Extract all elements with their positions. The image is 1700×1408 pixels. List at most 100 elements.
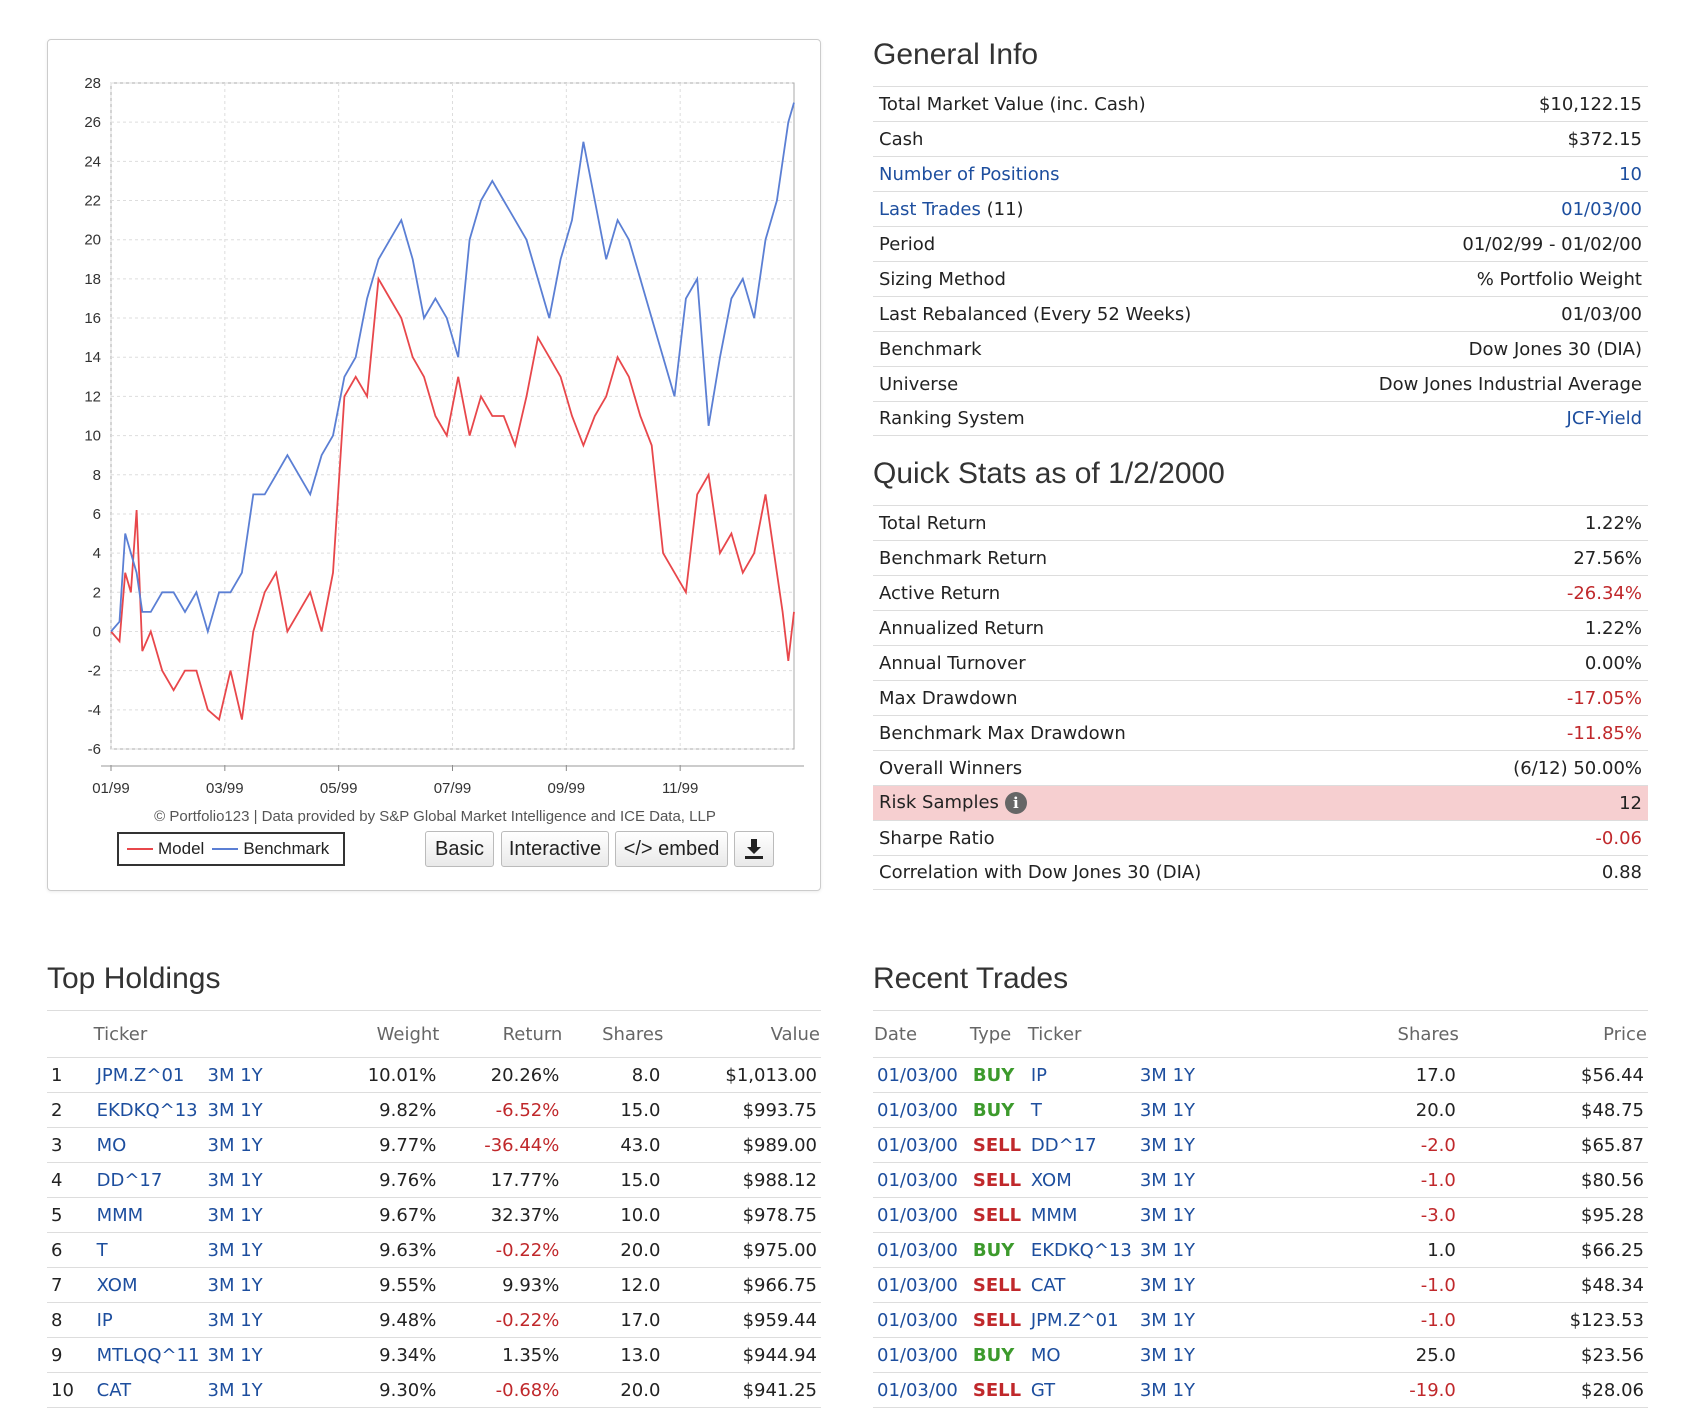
trades-header-ticker[interactable]: Ticker: [1026, 1010, 1136, 1058]
3m-link[interactable]: 3M: [1139, 1274, 1167, 1296]
ticker-link[interactable]: GT: [1026, 1372, 1136, 1408]
ticker-link[interactable]: XOM: [1026, 1162, 1136, 1198]
trade-date-link[interactable]: 01/03/00: [873, 1057, 969, 1093]
1y-link[interactable]: 1Y: [1172, 1099, 1196, 1121]
embed-button[interactable]: </> embed: [615, 831, 728, 867]
ticker-link[interactable]: MMM: [1026, 1197, 1136, 1233]
holdings-header-weight[interactable]: Weight: [272, 1010, 441, 1058]
interactive-button[interactable]: Interactive: [501, 831, 609, 867]
stat-label-wrap: Period: [879, 234, 935, 255]
1y-link[interactable]: 1Y: [1172, 1204, 1196, 1226]
1y-link[interactable]: 1Y: [1172, 1379, 1196, 1401]
3m-link[interactable]: 3M: [1139, 1099, 1167, 1121]
ticker-link[interactable]: IP: [1026, 1057, 1136, 1093]
1y-link[interactable]: 1Y: [1172, 1239, 1196, 1261]
ticker-link[interactable]: T: [1026, 1092, 1136, 1128]
stat-label: Annualized Return: [879, 617, 1044, 639]
ticker-link[interactable]: IP: [92, 1302, 204, 1338]
1y-link[interactable]: 1Y: [1172, 1064, 1196, 1086]
3m-link[interactable]: 3M: [1139, 1309, 1167, 1331]
trade-date-link[interactable]: 01/03/00: [873, 1302, 969, 1338]
info-icon[interactable]: i: [1004, 792, 1027, 814]
3m-link[interactable]: 3M: [207, 1169, 235, 1191]
stat-value[interactable]: 01/03/00: [1561, 198, 1642, 220]
ticker-link[interactable]: XOM: [92, 1267, 204, 1303]
3m-link[interactable]: 3M: [207, 1064, 235, 1086]
1y-link[interactable]: 1Y: [240, 1344, 263, 1366]
series-line-model[interactable]: [110, 276, 795, 722]
holdings-header-return[interactable]: Return: [440, 1010, 564, 1058]
holdings-header-shares[interactable]: Shares: [563, 1010, 665, 1058]
ticker-link[interactable]: MTLQQ^11: [92, 1337, 204, 1373]
1y-link[interactable]: 1Y: [240, 1099, 263, 1121]
3m-link[interactable]: 3M: [1139, 1344, 1167, 1366]
3m-link[interactable]: 3M: [1139, 1379, 1167, 1401]
legend-benchmark[interactable]: Benchmark: [243, 839, 330, 858]
legend-model[interactable]: Model: [158, 839, 205, 858]
holdings-header-ticker[interactable]: Ticker: [92, 1010, 204, 1058]
ticker-link[interactable]: DD^17: [1026, 1127, 1136, 1163]
1y-link[interactable]: 1Y: [240, 1204, 263, 1226]
1y-link[interactable]: 1Y: [240, 1169, 263, 1191]
3m-link[interactable]: 3M: [207, 1239, 235, 1261]
3m-link[interactable]: 3M: [1139, 1239, 1167, 1261]
download-button[interactable]: [734, 831, 774, 867]
basic-button[interactable]: Basic: [425, 831, 494, 867]
ticker-link[interactable]: CAT: [92, 1372, 204, 1408]
3m-link[interactable]: 3M: [1139, 1134, 1167, 1156]
3m-link[interactable]: 3M: [207, 1204, 235, 1226]
trade-date-link[interactable]: 01/03/00: [873, 1127, 969, 1163]
1y-link[interactable]: 1Y: [240, 1309, 263, 1331]
1y-link[interactable]: 1Y: [240, 1274, 263, 1296]
x-tick-label: 05/99: [320, 780, 358, 797]
ticker-link[interactable]: JPM.Z^01: [1026, 1302, 1136, 1338]
stat-label[interactable]: Last Trades: [879, 198, 981, 220]
1y-link[interactable]: 1Y: [1172, 1344, 1196, 1366]
ticker-link[interactable]: DD^17: [92, 1162, 204, 1198]
trades-header-date[interactable]: Date: [873, 1010, 969, 1058]
3m-link[interactable]: 3M: [207, 1344, 235, 1366]
stat-value[interactable]: JCF-Yield: [1566, 408, 1642, 429]
1y-link[interactable]: 1Y: [1172, 1134, 1196, 1156]
trade-date-link[interactable]: 01/03/00: [873, 1372, 969, 1408]
stat-label: Benchmark Max Drawdown: [879, 722, 1126, 744]
1y-link[interactable]: 1Y: [1172, 1169, 1196, 1191]
trades-header-shares[interactable]: Shares: [1215, 1010, 1460, 1058]
ticker-link[interactable]: JPM.Z^01: [92, 1057, 204, 1093]
trade-date-link[interactable]: 01/03/00: [873, 1337, 969, 1373]
3m-link[interactable]: 3M: [207, 1134, 235, 1156]
ticker-link[interactable]: EKDKQ^13: [1026, 1232, 1136, 1268]
3m-link[interactable]: 3M: [1139, 1064, 1167, 1086]
ticker-link[interactable]: T: [92, 1232, 204, 1268]
holdings-header-value[interactable]: Value: [664, 1010, 821, 1058]
trade-date-link[interactable]: 01/03/00: [873, 1267, 969, 1303]
trades-header-type[interactable]: Type: [968, 1010, 1027, 1058]
3m-link[interactable]: 3M: [207, 1309, 235, 1331]
3m-link[interactable]: 3M: [207, 1274, 235, 1296]
1y-link[interactable]: 1Y: [240, 1064, 263, 1086]
ticker-link[interactable]: MO: [1026, 1337, 1136, 1373]
3m-link[interactable]: 3M: [1139, 1204, 1167, 1226]
trade-date-link[interactable]: 01/03/00: [873, 1232, 969, 1268]
1y-link[interactable]: 1Y: [240, 1379, 263, 1401]
1y-link[interactable]: 1Y: [1172, 1274, 1196, 1296]
trade-date-link[interactable]: 01/03/00: [873, 1092, 969, 1128]
series-line-benchmark[interactable]: [110, 102, 795, 635]
1y-link[interactable]: 1Y: [1172, 1309, 1196, 1331]
stat-value[interactable]: 10: [1619, 163, 1642, 185]
1y-link[interactable]: 1Y: [240, 1239, 263, 1261]
trade-date-link[interactable]: 01/03/00: [873, 1162, 969, 1198]
trade-date-link[interactable]: 01/03/00: [873, 1197, 969, 1233]
ticker-link[interactable]: MMM: [92, 1197, 204, 1233]
3m-link[interactable]: 3M: [207, 1379, 235, 1401]
ticker-link[interactable]: EKDKQ^13: [92, 1092, 204, 1128]
ticker-link[interactable]: CAT: [1026, 1267, 1136, 1303]
3m-link[interactable]: 3M: [207, 1099, 235, 1121]
3m-link[interactable]: 3M: [1139, 1169, 1167, 1191]
trades-header-price[interactable]: Price: [1459, 1010, 1648, 1058]
stat-label[interactable]: Number of Positions: [879, 163, 1060, 185]
chart-legend[interactable]: Model Benchmark: [117, 832, 345, 866]
1y-link[interactable]: 1Y: [240, 1134, 263, 1156]
ticker-link[interactable]: MO: [92, 1127, 204, 1163]
